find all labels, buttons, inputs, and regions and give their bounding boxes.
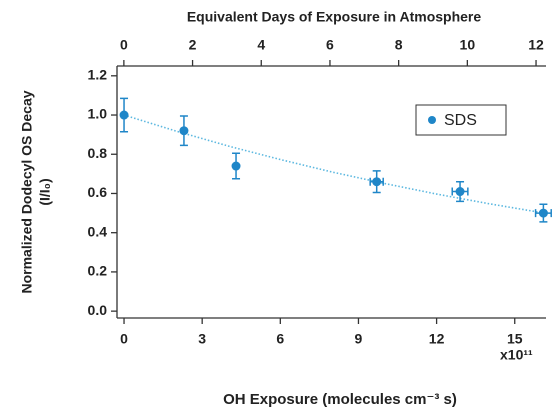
y-tick-label: 0.4	[88, 223, 108, 239]
fit-line	[123, 114, 541, 214]
data-point	[372, 177, 382, 187]
x-tick-label: 0	[120, 331, 128, 347]
y-tick-label: 0.2	[88, 263, 108, 279]
x-tick-label: 12	[429, 331, 445, 347]
legend-label: SDS	[444, 112, 477, 129]
y-axis-label-sub: (I/I₀)	[37, 178, 53, 205]
data-point	[231, 161, 241, 171]
y-axis-label: Normalized Dodecyl OS Decay	[19, 90, 35, 293]
x2-tick-label: 12	[528, 37, 544, 53]
y-tick-label: 1.0	[88, 106, 108, 122]
y-tick-label: 0.8	[88, 145, 108, 161]
y-tick-label: 0.6	[88, 184, 108, 200]
data-point	[119, 110, 129, 120]
x-tick-label: 15	[507, 331, 523, 347]
y-tick-label: 1.2	[88, 67, 108, 83]
data-point	[538, 208, 548, 218]
x-offset-label: x10¹¹	[500, 347, 533, 363]
x-tick-label: 9	[355, 331, 363, 347]
x2-tick-label: 2	[189, 37, 197, 53]
legend-marker	[428, 116, 436, 124]
data-point	[455, 187, 465, 197]
y-tick-label: 0.0	[88, 302, 108, 318]
x2-tick-label: 4	[257, 37, 265, 53]
data-point	[179, 126, 189, 136]
chart-title: Equivalent Days of Exposure in Atmospher…	[187, 9, 482, 25]
x2-tick-label: 10	[460, 37, 476, 53]
x2-tick-label: 0	[120, 37, 128, 53]
x-tick-label: 6	[276, 331, 284, 347]
x2-tick-label: 6	[326, 37, 334, 53]
x-axis-label: OH Exposure (molecules cm⁻³ s)	[223, 391, 457, 408]
x2-tick-label: 8	[395, 37, 403, 53]
x-tick-label: 3	[198, 331, 206, 347]
